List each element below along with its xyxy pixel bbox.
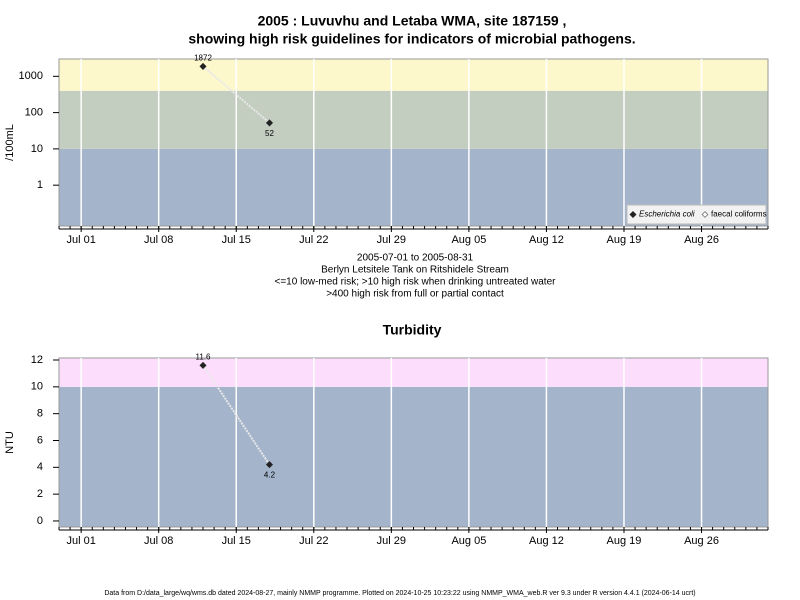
x-tick-label: Aug 19	[607, 234, 642, 246]
x-tick-label: Jul 29	[377, 535, 406, 547]
data-point	[265, 119, 274, 127]
x-tick-label: Aug 19	[607, 535, 642, 547]
y-tick-label: 1000	[19, 70, 43, 82]
x-tick-label: Jul 08	[144, 535, 173, 547]
data-point	[265, 461, 274, 469]
x-tick-label: Aug 12	[529, 535, 564, 547]
series-line	[202, 364, 271, 466]
legend-marker	[629, 210, 637, 219]
annotation: >400 high risk from full or partial cont…	[326, 289, 504, 300]
x-tick-label: Aug 12	[529, 234, 564, 246]
x-tick-label: Jul 15	[222, 535, 251, 547]
risk-band	[59, 358, 768, 387]
series-line	[202, 65, 271, 124]
data-label: 1872	[194, 54, 212, 63]
legend-box	[626, 204, 767, 225]
legend: Escherichia coli faecal coliforms	[626, 204, 767, 225]
annotation: <=10 low-med risk; >10 high risk when dr…	[275, 277, 557, 288]
y-tick-label: 10	[31, 381, 43, 393]
y-tick-label: 4	[37, 461, 43, 473]
legend-label: Escherichia coli	[639, 210, 695, 219]
y-tick-label: 0	[37, 515, 43, 527]
x-tick-label: Jul 29	[377, 234, 406, 246]
x-tick-label: Jul 01	[66, 234, 95, 246]
data-point	[199, 361, 207, 369]
chart-title: Turbidity	[383, 322, 442, 338]
data-label: 11.6	[196, 352, 212, 361]
y-tick-label: 100	[25, 107, 43, 119]
x-tick-label: Jul 22	[299, 234, 328, 246]
chart-title: showing high risk guidelines for indicat…	[188, 31, 635, 47]
footer: Data from D:/data_large/wq/wms.db dated …	[104, 590, 695, 597]
x-tick-label: Aug 05	[451, 535, 486, 547]
x-tick-label: Aug 26	[684, 234, 719, 246]
data-label: 52	[265, 129, 274, 138]
x-tick-label: Jul 15	[222, 234, 251, 246]
y-tick-label: 1	[37, 179, 43, 191]
x-tick-label: Jul 01	[66, 535, 95, 547]
data-point	[199, 62, 207, 70]
y-axis-label: NTU	[4, 431, 16, 454]
y-tick-label: 8	[37, 408, 43, 420]
risk-band	[59, 59, 768, 91]
x-tick-label: Aug 26	[684, 535, 719, 547]
risk-band	[59, 386, 768, 527]
x-tick-label: Jul 22	[299, 535, 328, 547]
annotation: Berlyn Letsitele Tank on Ritshidele Stre…	[321, 265, 509, 276]
y-tick-label: 10	[31, 143, 43, 155]
chart-title: 2005 : Luvuvhu and Letaba WMA, site 1871…	[258, 13, 567, 29]
x-tick-label: Aug 05	[451, 234, 486, 246]
legend-label: faecal coliforms	[711, 210, 767, 219]
y-axis-label: /100mL	[4, 124, 16, 161]
y-tick-label: 2	[37, 488, 43, 500]
annotation: 2005-07-01 to 2005-08-31	[357, 253, 474, 264]
risk-band	[59, 90, 768, 149]
y-tick-label: 12	[31, 354, 43, 366]
legend-marker	[701, 210, 709, 219]
data-label: 4.2	[264, 471, 276, 480]
y-tick-label: 6	[37, 434, 43, 446]
x-tick-label: Jul 08	[144, 234, 173, 246]
